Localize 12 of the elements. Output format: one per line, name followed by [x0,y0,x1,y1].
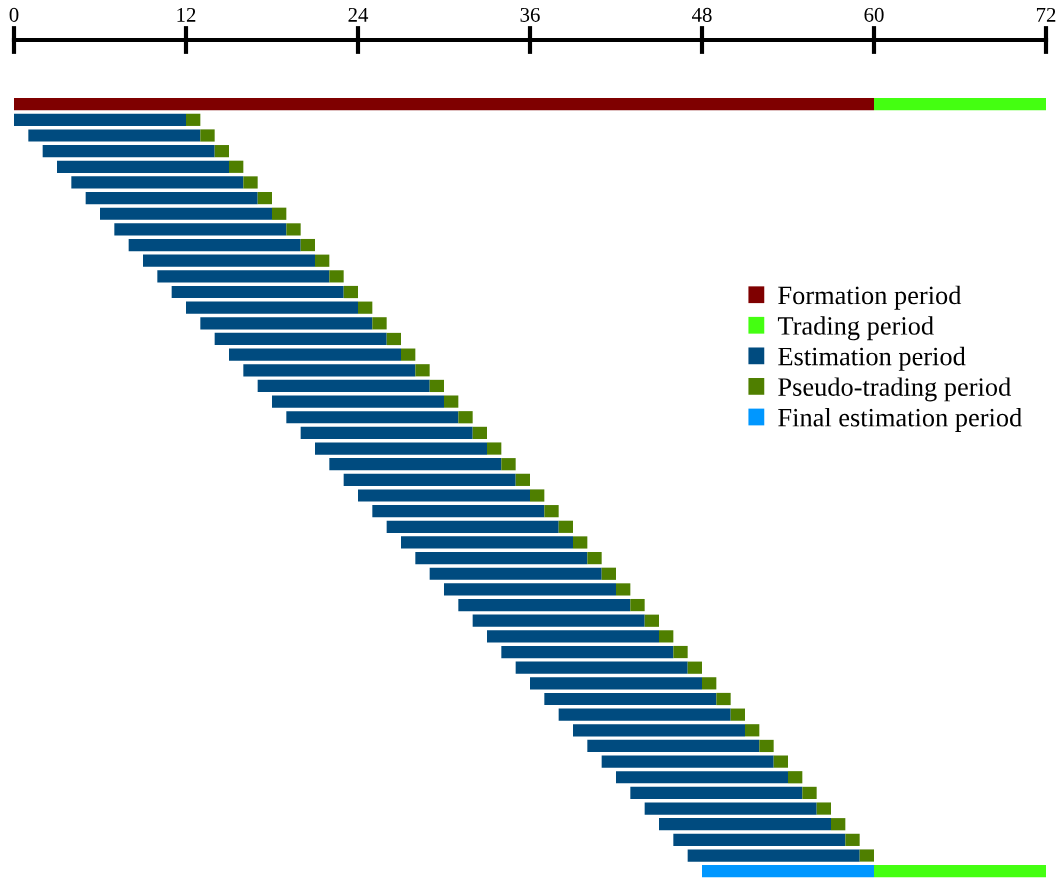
legend-label: Formation period [778,285,962,310]
legend-label: Pseudo-trading period [778,377,1011,402]
legend-label: Trading period [777,316,934,341]
x-tick-label: 12 [177,7,196,22]
x-tick-label: 24 [348,7,369,22]
legend-label: Estimation period [778,346,966,371]
x-tick-label: 60 [864,7,884,22]
x-tick-label: 72 [1036,7,1056,22]
x-tick-label: 48 [691,7,712,22]
legend-label: Final estimation period [778,407,1022,432]
x-tick-label: 36 [520,7,540,22]
x-tick-label: 0 [9,7,19,22]
